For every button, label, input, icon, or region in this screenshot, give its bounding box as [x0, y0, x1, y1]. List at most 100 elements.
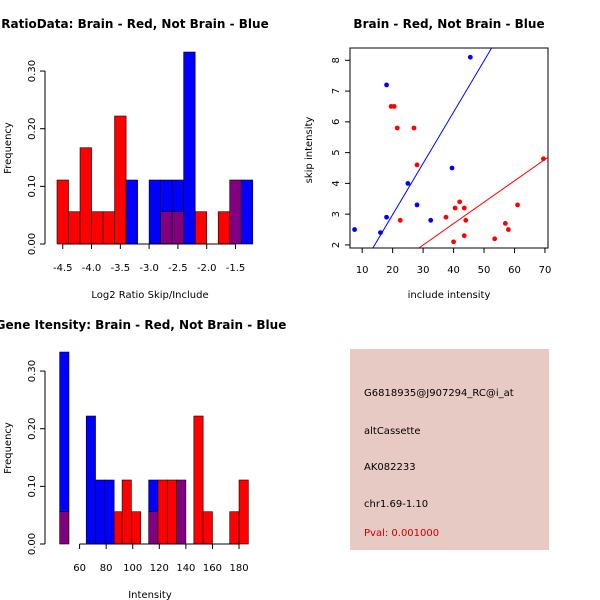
scatter-y-tick-label: 8: [331, 57, 342, 63]
scatter-point-brain: [492, 236, 498, 242]
gene-bar-not-brain: [85, 415, 96, 545]
scatter-y-tick-label: 6: [331, 119, 342, 125]
scatter-point-brain: [443, 214, 449, 220]
gene-x-tick-label: 160: [203, 563, 222, 574]
gene-x-tick-label: 180: [229, 563, 248, 574]
ratio-bar-brain: [114, 115, 127, 245]
ratio-axes: -4.5 -4.0 -3.5 -3.0 -2.5 -2.0 -1.5 0.00 0.10 0.20…: [27, 60, 245, 274]
gene-x-tick-label: 140: [176, 563, 195, 574]
gene-bar-brain: [193, 415, 204, 545]
gene-histogram-panel: Gene Itensity: Brain - Red, Not Brain - …: [0, 318, 286, 600]
ratio-bar-overlap: [229, 179, 242, 245]
scatter-point-not-brain: [378, 230, 383, 236]
ratio-bar-not-brain: [160, 179, 173, 213]
scatter-point-brain: [461, 205, 467, 211]
scatter-fit-lines: [372, 48, 548, 248]
ratio-bar-brain: [91, 211, 104, 245]
gene-x-tick-label: 100: [123, 563, 142, 574]
ratio-bars: [56, 51, 254, 245]
gene-y-tick-label: 0.10: [27, 475, 38, 497]
pval-label: Pval: 0.001000: [364, 528, 439, 539]
gene-x-tick-label: 80: [100, 563, 113, 574]
ratio-y-tick-label: 0.10: [27, 175, 38, 197]
scatter-point-brain: [506, 227, 511, 232]
scatter-x-tick-label: 30: [417, 265, 430, 276]
scatter-chart-title: Brain - Red, Not Brain - Blue: [353, 17, 544, 31]
scatter-point-not-brain: [467, 54, 473, 60]
info-panel: G6818935@J907294_RC@i_at altCassette AK0…: [350, 349, 549, 550]
ratio-x-tick-label: -4.5: [53, 263, 73, 274]
scatter-y-tick-label: 5: [331, 149, 342, 155]
gene-x-tick-label: 60: [73, 563, 86, 574]
scatter-x-tick-label: 40: [447, 265, 460, 276]
scatter-point-brain: [463, 217, 469, 223]
scatter-point-not-brain: [449, 165, 455, 171]
scatter-point-brain: [452, 205, 458, 211]
gene-axes: 60 80 100 120 140 160 180 0.00 0.10 0.20 0.30: [27, 360, 249, 574]
location: chr1.69-1.10: [364, 499, 428, 510]
gene-bar-brain: [238, 479, 249, 545]
scatter-point-not-brain: [405, 180, 411, 186]
scatter-point-brain: [461, 233, 467, 239]
scatter-point-not-brain: [384, 82, 389, 88]
fit-line-not-brain: [372, 48, 493, 248]
scatter-x-tick-label: 70: [539, 265, 552, 276]
gene-bar-brain: [229, 511, 240, 545]
ratio-y-tick-label: 0.20: [27, 118, 38, 140]
scatter-x-tick-label: 20: [386, 265, 399, 276]
ratio-x-tick-label: -3.0: [139, 263, 159, 274]
ratio-bar-brain: [56, 179, 69, 245]
ratio-x-tick-label: -4.0: [82, 263, 102, 274]
scatter-point-not-brain: [352, 227, 357, 232]
scatter-point-brain: [541, 156, 546, 162]
ratio-bar-not-brain: [171, 179, 184, 213]
ratio-histogram-panel: RatioData: Brain - Red, Not Brain - Blue…: [1, 17, 268, 301]
scatter-point-not-brain: [384, 214, 389, 220]
fit-line-brain: [418, 156, 548, 248]
scatter-y-tick-label: 3: [331, 211, 342, 217]
gene-bar-brain: [131, 511, 142, 545]
scatter-axes: 10 20 30 40 50 60 70 2 3 4 5 6 7 8: [331, 57, 551, 276]
scatter-point-brain: [391, 104, 397, 109]
gene-bar-brain: [157, 479, 168, 545]
ratio-x-tick-label: -3.5: [111, 263, 131, 274]
ratio-x-tick-label: -2.0: [197, 263, 217, 274]
event-type: altCassette: [364, 426, 421, 437]
ratio-bar-brain: [68, 211, 81, 245]
ratio-x-axis-label: Log2 Ratio Skip/Include: [91, 290, 208, 301]
gene-bar-overlap: [59, 511, 70, 545]
scatter-panel: Brain - Red, Not Brain - Blue 10 20 30 40 50…: [304, 17, 551, 301]
gene-bars: [59, 351, 249, 545]
scatter-y-axis-label: skip intensity: [304, 117, 315, 184]
ratio-x-tick-label: -1.5: [226, 263, 246, 274]
scatter-y-tick-label: 7: [331, 88, 342, 94]
ratio-bar-brain: [217, 211, 231, 245]
gene-bar-not-brain: [148, 479, 159, 513]
ratio-y-tick-label: 0.00: [27, 233, 38, 255]
ratio-y-tick-label: 0.30: [27, 60, 38, 82]
scatter-point-brain: [502, 220, 508, 226]
ratio-bar-overlap: [171, 211, 184, 245]
scatter-point-not-brain: [428, 217, 434, 223]
scatter-y-tick-label: 2: [331, 242, 342, 248]
scatter-plot-box: [349, 47, 549, 249]
ratio-bar-not-brain: [148, 179, 161, 245]
accession: AK082233: [364, 462, 416, 473]
scatter-point-brain: [411, 125, 417, 131]
ratio-bar-not-brain: [240, 179, 254, 245]
gene-y-tick-label: 0.00: [27, 533, 38, 555]
ratio-bar-brain: [79, 147, 92, 245]
ratio-x-tick-label: -2.5: [168, 263, 188, 274]
ratio-y-axis-label: Frequency: [3, 122, 14, 174]
gene-bar-not-brain: [104, 479, 115, 545]
scatter-x-tick-label: 50: [478, 265, 491, 276]
scatter-x-axis-label: include intensity: [408, 290, 491, 301]
gene-chart-title: Gene Itensity: Brain - Red, Not Brain - …: [0, 318, 286, 332]
gene-bar-not-brain: [59, 351, 70, 513]
ratio-bar-brain: [102, 211, 115, 245]
gene-bar-brain: [202, 511, 213, 545]
gene-y-tick-label: 0.20: [27, 418, 38, 440]
gene-bar-brain: [166, 479, 177, 545]
scatter-point-not-brain: [414, 202, 420, 208]
